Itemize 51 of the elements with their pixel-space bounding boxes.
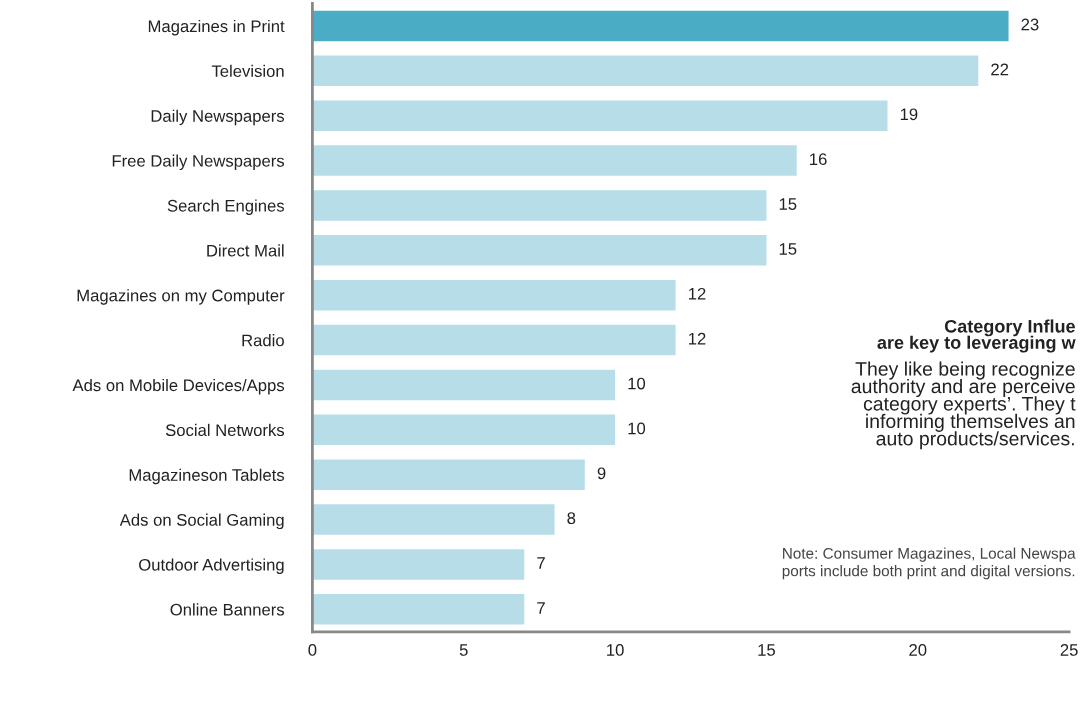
annotation: Note: Consumer Magazines, Local Newspa ports include both print and digital versions. xyxy=(782,547,1076,580)
y-tick-label: Free Daily Newspapers xyxy=(112,154,285,171)
data-label: 22 xyxy=(991,63,1009,76)
bar xyxy=(312,324,676,356)
annotation: Category Influe are key to leveraging w xyxy=(877,319,1076,353)
bar xyxy=(312,549,525,580)
y-tick-label: Outdoor Advertising xyxy=(139,558,284,574)
x-tick-label: 0 xyxy=(308,644,317,656)
y-tick-label: Magazines in Print xyxy=(148,19,285,36)
bar xyxy=(312,145,797,176)
y-tick-label: Ads on Social Gaming xyxy=(119,513,284,530)
bar xyxy=(312,235,767,266)
y-tick-label: Ads on Mobile Devices/Apps xyxy=(72,378,285,395)
y-tick-label: Direct Mail xyxy=(207,244,284,257)
y-tick-label: Magazineson Tablets xyxy=(129,468,285,485)
bar xyxy=(312,55,979,87)
bar xyxy=(312,459,585,490)
y-tick-label: Daily Newspapers xyxy=(151,109,285,126)
data-label: 15 xyxy=(779,198,797,210)
data-label: 15 xyxy=(779,243,797,255)
data-label: 10 xyxy=(628,422,646,435)
x-tick-label: 10 xyxy=(607,644,624,656)
x-tick-label: 25 xyxy=(1060,644,1078,656)
data-label: 16 xyxy=(810,153,827,166)
bar xyxy=(312,10,1009,42)
y-tick-label: Radio xyxy=(242,334,284,347)
bar xyxy=(312,190,767,221)
y-tick-label: Search Engines xyxy=(167,199,285,215)
bar xyxy=(312,100,888,131)
x-tick-label: 5 xyxy=(459,644,468,656)
bar xyxy=(312,279,676,311)
bar xyxy=(312,504,555,535)
bar xyxy=(312,594,525,625)
annotation: They like being recognize authority and are perceive category experts’. They t informing themselves an auto products/services. xyxy=(851,361,1076,450)
data-label: 9 xyxy=(597,467,606,480)
y-tick-label: Online Banners xyxy=(170,603,285,616)
bar xyxy=(312,369,616,401)
y-tick-label: Magazines on my Computer xyxy=(77,289,285,305)
data-label: 19 xyxy=(900,108,918,121)
data-label: 23 xyxy=(1021,18,1039,31)
data-label: 12 xyxy=(689,287,706,300)
data-label: 10 xyxy=(628,377,646,390)
data-label: 7 xyxy=(537,602,545,614)
x-tick-label: 15 xyxy=(758,644,775,656)
y-tick-label: Television xyxy=(211,64,284,78)
data-label: 8 xyxy=(567,512,576,525)
y-tick-label: Social Networks xyxy=(165,423,285,437)
data-label: 7 xyxy=(537,557,545,569)
x-tick-label: 20 xyxy=(909,644,927,656)
bar xyxy=(312,414,616,446)
data-label: 12 xyxy=(689,332,706,345)
